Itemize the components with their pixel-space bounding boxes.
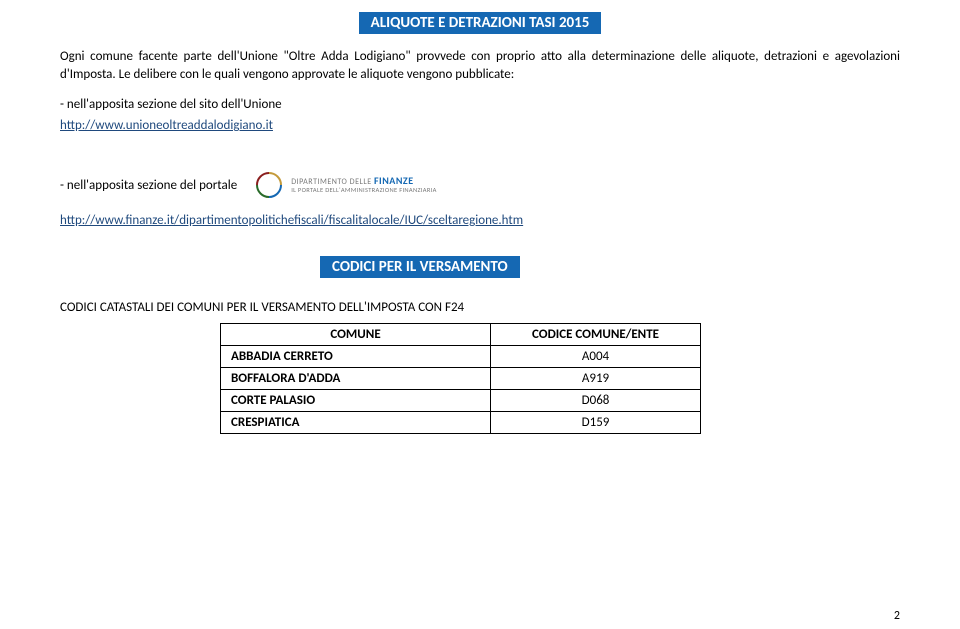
codici-table-wrap: COMUNE CODICE COMUNE/ENTE ABBADIA CERRET… [220,323,900,434]
table-header-row: COMUNE CODICE COMUNE/ENTE [221,324,701,346]
bullet-portale-text: - nell'apposita sezione del portale [60,178,237,193]
finanze-logo-text: DIPARTIMENTO DELLE FINANZE IL PORTALE DE… [291,176,436,193]
table-row: CORTE PALASIOD068 [221,390,701,412]
cell-comune: CORTE PALASIO [221,390,491,412]
cell-codice: D159 [491,412,701,434]
col-codice: CODICE COMUNE/ENTE [491,324,701,346]
cell-comune: ABBADIA CERRETO [221,346,491,368]
table-row: ABBADIA CERRETOA004 [221,346,701,368]
finanze-logo: DIPARTIMENTO DELLE FINANZE IL PORTALE DE… [251,167,436,203]
cell-codice: A919 [491,368,701,390]
codici-table: COMUNE CODICE COMUNE/ENTE ABBADIA CERRET… [220,323,701,434]
cell-comune: BOFFALORA D'ADDA [221,368,491,390]
link-finanze[interactable]: http://www.finanze.it/dipartimentopoliti… [60,213,523,228]
cell-codice: D068 [491,390,701,412]
cell-comune: CRESPIATICA [221,412,491,434]
link-unione[interactable]: http://www.unioneoltreaddalodigiano.it [60,118,273,133]
banner-aliquote: ALIQUOTE E DETRAZIONI TASI 2015 [359,12,602,34]
intro-paragraph: Ogni comune facente parte dell'Unione "O… [60,48,900,83]
finanze-logo-icon [251,167,287,203]
banner-codici: CODICI PER IL VERSAMENTO [320,256,520,278]
page-number: 2 [894,609,900,623]
banner-codici-wrap: CODICI PER IL VERSAMENTO [320,256,900,278]
col-comune: COMUNE [221,324,491,346]
table-row: CRESPIATICAD159 [221,412,701,434]
subhead-codici: CODICI CATASTALI DEI COMUNI PER IL VERSA… [60,300,900,315]
logo-line2: IL PORTALE DELL'AMMINISTRAZIONE FINANZIA… [291,187,436,194]
bullet-unione-site: - nell'apposita sezione del sito dell'Un… [60,97,900,112]
cell-codice: A004 [491,346,701,368]
table-row: BOFFALORA D'ADDAA919 [221,368,701,390]
banner-aliquote-wrap: ALIQUOTE E DETRAZIONI TASI 2015 [60,12,900,34]
bullet-portale-row: - nell'apposita sezione del portale DIPA… [60,167,900,203]
